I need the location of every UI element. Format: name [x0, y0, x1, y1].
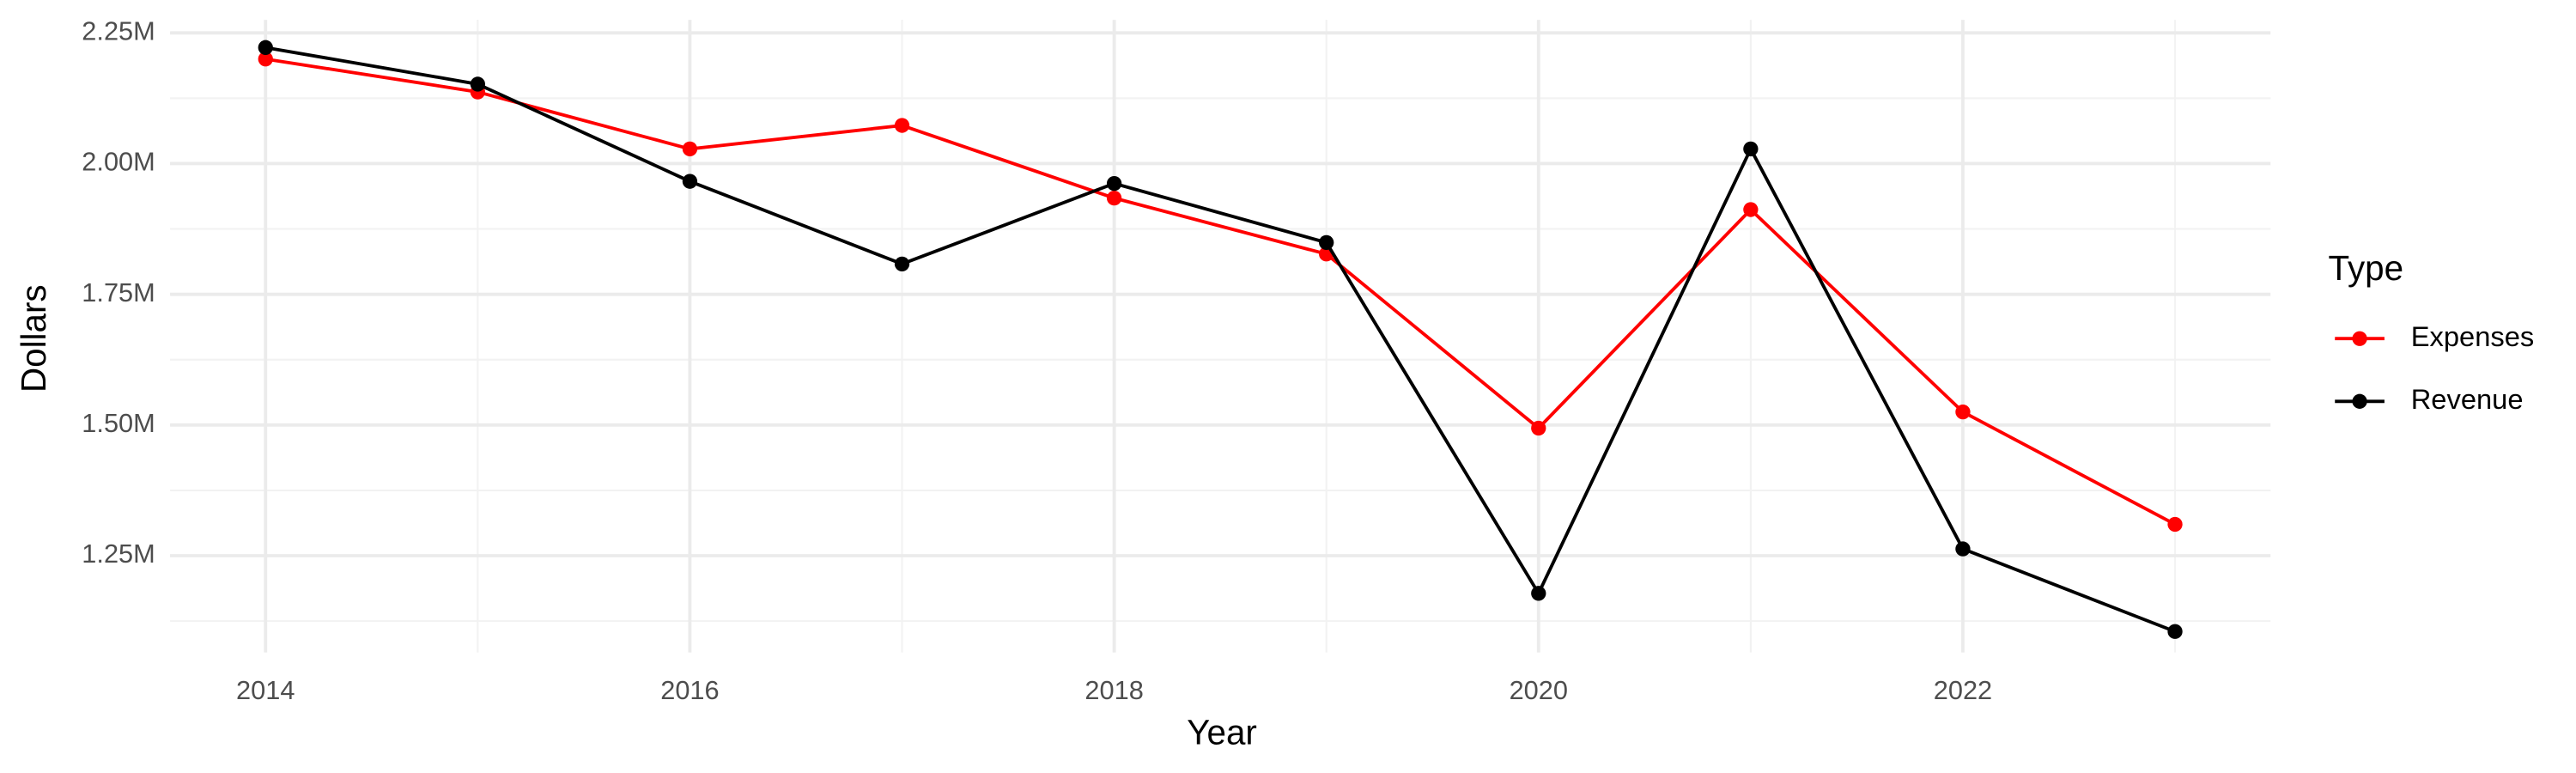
data-point [1955, 541, 1971, 557]
data-point [1531, 586, 1546, 601]
x-axis-title: Year [1187, 712, 1257, 752]
legend-label: Expenses [2411, 320, 2535, 352]
data-point [258, 40, 273, 55]
data-point [682, 141, 698, 157]
y-tick-label: 1.50M [82, 408, 155, 438]
x-tick-label: 2020 [1510, 675, 1568, 705]
data-point [1106, 175, 1122, 192]
legend-title: Type [2329, 248, 2404, 288]
y-tick-label: 1.75M [82, 277, 155, 307]
data-point [2167, 624, 2183, 639]
data-point [1106, 190, 1122, 206]
data-point [1319, 234, 1334, 251]
data-point [2167, 516, 2183, 533]
x-tick-label: 2022 [1934, 675, 1992, 705]
legend-label: Revenue [2411, 383, 2524, 415]
data-point [1743, 141, 1759, 157]
legend-key-point [2352, 393, 2367, 409]
series-line [264, 57, 2176, 526]
data-point [1743, 202, 1759, 217]
y-tick-label: 1.25M [82, 539, 155, 569]
data-point [682, 173, 698, 189]
x-tick-label: 2014 [236, 675, 295, 705]
data-point [894, 118, 910, 133]
legend-key-point [2352, 331, 2367, 346]
y-tick-label: 2.00M [82, 147, 155, 177]
data-point [258, 52, 273, 67]
data-point [894, 256, 910, 271]
x-tick-label: 2016 [660, 675, 719, 705]
data-point [1955, 404, 1971, 420]
series-line [264, 46, 2176, 634]
data-point [1531, 420, 1546, 436]
x-tick-label: 2018 [1084, 675, 1143, 705]
data-point [470, 76, 486, 92]
y-axis-title: Dollars [14, 284, 53, 393]
y-tick-label: 2.25M [82, 15, 155, 46]
